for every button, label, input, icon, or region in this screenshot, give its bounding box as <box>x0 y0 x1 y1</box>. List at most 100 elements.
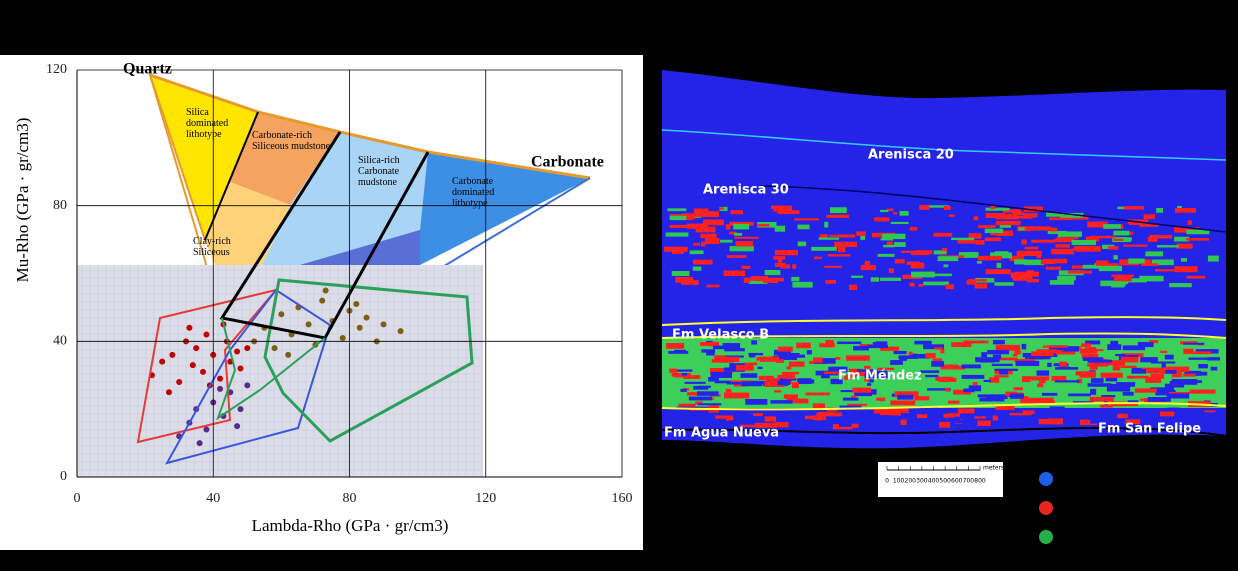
facies-patch <box>735 364 754 371</box>
facies-patch <box>672 419 684 423</box>
point <box>319 297 326 304</box>
facies-patch <box>1174 208 1196 213</box>
facies-patch <box>1085 236 1100 242</box>
facies-noise <box>662 205 1226 430</box>
facies-patch <box>890 221 909 225</box>
facies-patch <box>999 223 1012 228</box>
facies-patch <box>888 268 895 274</box>
facies-patch <box>1145 376 1162 383</box>
facies-patch <box>909 227 918 231</box>
facies-patch <box>901 250 924 253</box>
facies-patch <box>777 346 793 352</box>
facies-patch <box>1171 373 1183 378</box>
facies-patch <box>734 232 743 236</box>
facies-patch <box>1049 406 1065 411</box>
facies-patch <box>1036 254 1042 259</box>
facies-patch <box>776 416 797 420</box>
facies-patch <box>864 260 871 266</box>
facies-patch <box>992 340 1005 345</box>
facies-patch <box>786 398 809 404</box>
facies-patch <box>999 369 1009 375</box>
annotation: Quartz <box>123 61 172 78</box>
facies-patch <box>797 241 807 247</box>
facies-patch <box>773 205 793 212</box>
facies-patch <box>977 255 989 261</box>
facies-patch <box>1009 412 1032 416</box>
facies-patch <box>667 208 687 212</box>
facies-patch <box>1207 357 1220 361</box>
facies-patch <box>835 357 841 360</box>
point <box>271 345 278 352</box>
facies-patch <box>859 344 873 347</box>
facies-patch <box>780 264 791 269</box>
facies-patch <box>1075 246 1101 252</box>
facies-patch <box>671 249 684 254</box>
facies-patch <box>1195 412 1216 418</box>
facies-patch <box>990 205 996 209</box>
facies-patch <box>693 208 709 212</box>
facies-patch <box>1141 263 1159 267</box>
facies-patch <box>1054 238 1075 243</box>
facies-patch <box>829 207 847 214</box>
facies-patch <box>669 215 687 221</box>
facies-patch <box>1038 418 1059 425</box>
facies-patch <box>1157 245 1179 248</box>
facies-patch <box>812 403 826 409</box>
facies-patch <box>830 378 843 385</box>
facies-patch <box>867 383 872 386</box>
facies-patch <box>1023 396 1029 399</box>
x-tick-label: 120 <box>475 491 496 506</box>
facies-patch <box>827 254 851 257</box>
facies-patch <box>726 382 742 385</box>
scatter-points <box>148 287 404 447</box>
facies-patch <box>1207 255 1219 262</box>
facies-patch <box>713 345 738 350</box>
facies-patch <box>1150 373 1165 379</box>
facies-patch <box>1018 227 1025 231</box>
facies-patch <box>696 391 719 396</box>
facies-patch <box>682 373 688 376</box>
point <box>339 334 346 341</box>
facies-patch <box>1120 365 1137 369</box>
facies-patch <box>719 207 724 210</box>
facies-patch <box>794 218 819 221</box>
facies-patch <box>1079 375 1096 378</box>
facies-patch <box>920 370 940 373</box>
x-tick-label: 160 <box>612 491 633 506</box>
facies-patch <box>741 265 751 269</box>
facies-patch <box>909 282 915 287</box>
facies-patch <box>847 403 868 406</box>
facies-patch <box>1183 342 1205 345</box>
facies-patch <box>1003 209 1022 213</box>
facies-patch <box>961 364 981 369</box>
facies-patch <box>685 411 708 416</box>
facies-patch <box>669 368 678 373</box>
facies-patch <box>702 219 724 226</box>
facies-patch <box>782 374 796 379</box>
facies-patch <box>774 390 782 393</box>
facies-patch <box>1155 269 1177 272</box>
facies-patch <box>745 399 768 405</box>
annotation: Silica-rich Carbonate mudstone <box>358 155 400 188</box>
y-tick-label: 0 <box>60 469 67 484</box>
facies-patch <box>664 246 688 252</box>
facies-patch <box>899 211 909 216</box>
facies-patch <box>1071 239 1097 246</box>
horizon-label: Fm San Felipe <box>1098 422 1201 437</box>
facies-patch <box>1100 263 1119 268</box>
facies-patch <box>1076 378 1083 384</box>
facies-patch <box>723 392 750 399</box>
facies-patch <box>1165 370 1177 374</box>
facies-patch <box>927 388 951 391</box>
facies-patch <box>828 366 848 373</box>
facies-patch <box>972 382 978 386</box>
facies-patch <box>714 355 726 360</box>
facies-patch <box>729 221 754 226</box>
facies-patch <box>1126 375 1149 379</box>
facies-patch <box>750 276 769 282</box>
facies-patch <box>941 248 948 252</box>
facies-patch <box>693 385 709 390</box>
scale-tick-label: 200 <box>905 478 917 485</box>
facies-patch <box>774 421 783 427</box>
lithotype-template <box>148 73 591 339</box>
